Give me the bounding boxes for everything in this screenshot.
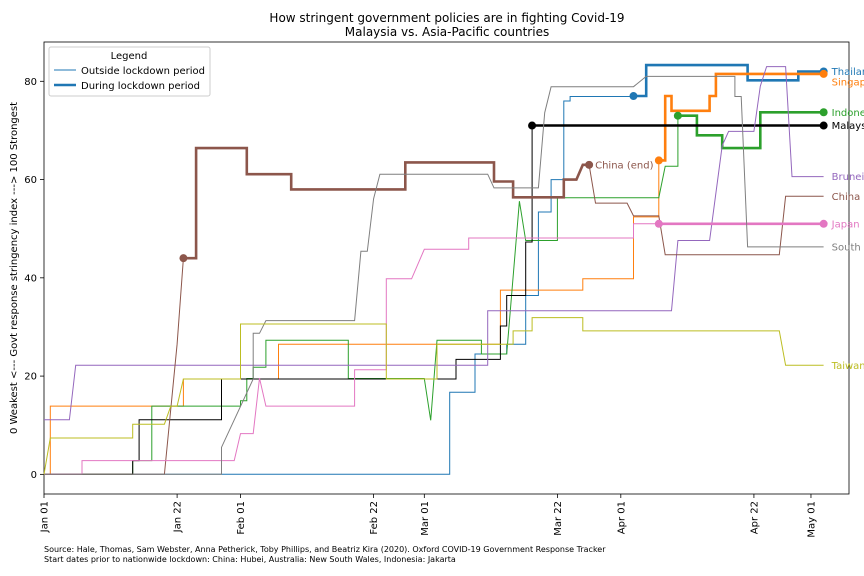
lockdown-start-marker [673,111,682,120]
series-line-during-lockdown [677,111,824,150]
lockdown-start-marker [179,254,188,263]
x-tick-label: Feb 22 [369,501,380,535]
series-line-during-lockdown [658,72,824,162]
series-line-outside-lockdown [44,223,824,475]
x-tick-label: Apr 22 [749,501,760,534]
y-tick-label: 20 [24,372,37,383]
series-line-outside-lockdown [44,147,824,475]
latest-value-marker [819,69,828,78]
chart-subtitle: Malaysia vs. Asia-Pacific countries [345,25,549,39]
legend-box [48,46,211,97]
x-tick-label: Apr 01 [616,501,627,534]
series-end-label: Indonesia [832,108,864,119]
series-indonesia: Indonesia [44,108,864,475]
lockdown-start-marker [654,219,663,228]
latest-value-marker [819,121,828,130]
series-line-outside-lockdown [43,317,824,475]
series-line-during-lockdown [183,146,590,260]
source-note: Source: Hale, Thomas, Sam Webster, Anna … [44,545,606,554]
series-singapore: Singapore [44,69,864,475]
chart-title: How stringent government policies are in… [269,11,624,25]
plot-area-frame [43,41,850,495]
y-axis-label: 0 Weakest <--- Govt response stringency … [9,102,20,434]
series-brunei: Brunei [44,66,864,421]
start-dates-note: Start dates prior to nationwide lockdown… [44,555,456,564]
y-tick-label: 80 [24,77,37,88]
series-japan: Japan [44,219,860,475]
x-tick-label: Mar 22 [553,501,564,536]
series-layer: ThailandSingapore Indonesia Malaysia Brunei… [43,63,864,475]
x-tick-label: Jan 01 [40,501,51,533]
series-end-label: Singapore [832,77,864,88]
series-end-label: Brunei [832,172,864,183]
y-tick-label: 0 [31,470,37,481]
x-axis: Jan 01 Jan 22 Feb 01 Feb 22 Mar 01 Mar 22 Apr … [40,494,817,538]
lockdown-end-marker [585,160,594,169]
latest-value-marker [819,219,828,228]
x-tick-label: Jan 22 [173,501,184,533]
legend-entry-during: During lockdown period [81,81,200,92]
series-line-during-lockdown [633,63,824,98]
x-tick-label: Feb 01 [236,501,247,535]
y-tick-label: 40 [24,273,37,284]
lockdown-start-marker [629,92,638,101]
legend-title: Legend [111,51,148,62]
series-line-outside-lockdown [44,66,824,421]
series-end-label: Japan [831,219,860,230]
series-end-label: Thailand [831,67,864,78]
lockdown-start-marker [528,121,537,130]
series-south-korea: South Korea [44,75,864,475]
x-tick-label: May 01 [806,501,817,538]
latest-value-marker [819,108,828,117]
y-axis: 0 20 40 60 80 [24,77,44,481]
legend[interactable]: Legend Outside lockdown period During lo… [48,46,211,97]
legend-entry-outside: Outside lockdown period [81,66,205,77]
series-line-outside-lockdown [44,75,824,475]
series-china: China (end) China [44,146,861,475]
lockdown-end-label: China (end) [595,160,653,171]
series-end-label: China [832,192,861,203]
series-end-label: Taiwan [831,361,864,372]
series-line-outside-lockdown [44,125,824,475]
series-line-outside-lockdown [44,73,824,475]
lockdown-start-marker [654,156,663,165]
y-tick-label: 60 [24,175,37,186]
series-end-label: Malaysia [832,121,864,132]
series-end-label: South Korea [832,242,864,253]
series-taiwan: Taiwan [43,317,864,475]
x-tick-label: Mar 01 [420,501,431,536]
